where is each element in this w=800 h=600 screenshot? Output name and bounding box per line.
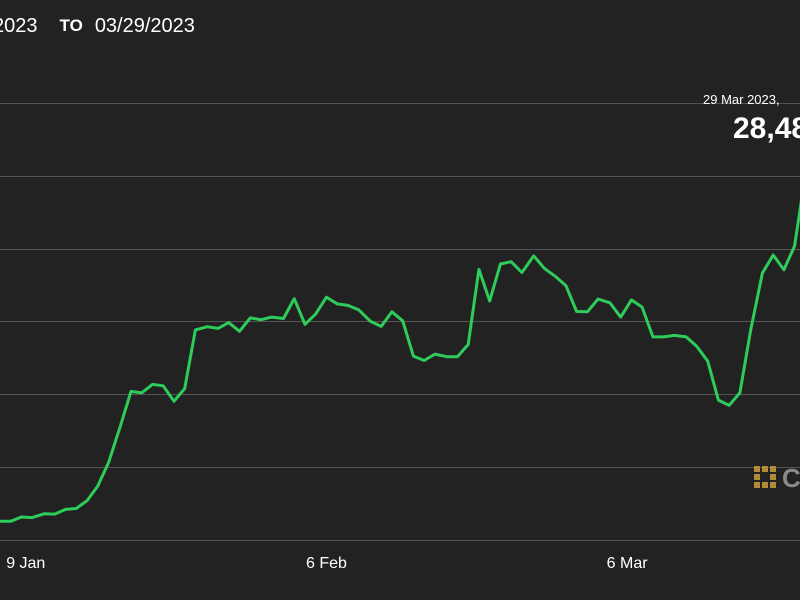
x-tick-label: 9 Jan xyxy=(6,555,45,572)
date-range-from: 2023 xyxy=(0,14,38,37)
date-range: 2023 TO 03/29/2023 xyxy=(0,12,195,40)
logo-cell xyxy=(754,466,760,472)
x-tick-label: 6 Mar xyxy=(607,555,649,572)
price-series-line xyxy=(0,199,800,523)
logo-cell xyxy=(770,466,776,472)
gridlines xyxy=(0,103,800,541)
watermark-text: C xyxy=(782,462,800,493)
logo-cell xyxy=(770,482,776,488)
logo-cell xyxy=(762,466,768,472)
tooltip-date: 29 Mar 2023, xyxy=(703,92,780,107)
date-range-to-label: TO xyxy=(59,16,83,35)
logo-cell xyxy=(754,474,760,480)
date-range-to: 03/29/2023 xyxy=(94,14,195,37)
logo-cell xyxy=(770,474,776,480)
tooltip-value: 28,48 xyxy=(733,112,800,145)
brand-logo-icon xyxy=(754,466,776,488)
logo-cell xyxy=(754,482,760,488)
x-tick-label: 6 Feb xyxy=(306,555,347,572)
logo-cell xyxy=(762,482,768,488)
x-axis-ticks: 9 Jan 6 Feb 6 Mar xyxy=(6,555,648,572)
watermark-logo: C xyxy=(752,462,800,494)
